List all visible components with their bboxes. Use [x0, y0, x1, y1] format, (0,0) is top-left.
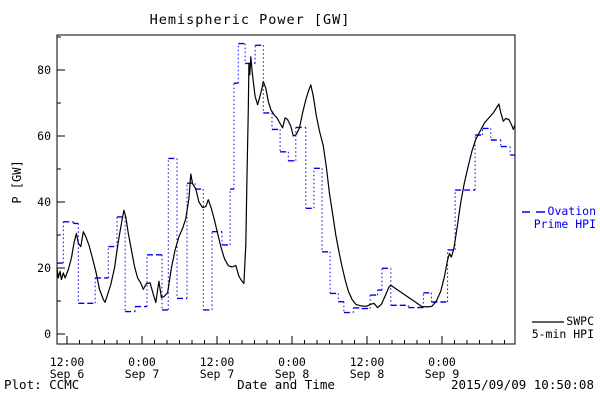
x-tick-date: Sep 7 — [200, 367, 235, 381]
x-tick-time: 0:00 — [278, 355, 306, 369]
y-tick-label: 20 — [37, 261, 51, 275]
x-tick-date: Sep 9 — [425, 367, 460, 381]
plot-frame — [56, 34, 516, 345]
legend-swpc: SWPC 5-min HPI — [490, 315, 594, 341]
x-tick-time: 0:00 — [128, 355, 156, 369]
x-tick-time: 12:00 — [350, 355, 385, 369]
x-axis-label: Date and Time — [237, 377, 335, 392]
legend-swpc-label1: SWPC — [566, 314, 594, 328]
y-tick-label: 0 — [44, 327, 51, 341]
y-tick-label: 80 — [37, 63, 51, 77]
x-tick-date: Sep 6 — [50, 367, 85, 381]
swpc-hpi-line — [56, 56, 516, 309]
legend-ovation-label1: Ovation — [547, 204, 596, 218]
legend-ovation-line1: Ovation — [498, 205, 596, 218]
x-tick-time: 12:00 — [50, 355, 85, 369]
ovation-prime-steps-risers — [62, 43, 511, 313]
chart-title: Hemispheric Power [GW] — [149, 12, 351, 28]
x-tick-time: 0:00 — [428, 355, 456, 369]
legend-swpc-label2: 5-min HPI — [531, 327, 594, 341]
x-tick-date: Sep 8 — [275, 367, 310, 381]
plot-credit: Plot: CCMC — [4, 377, 80, 392]
dashed-line-icon — [521, 210, 545, 213]
y-tick-label: 40 — [37, 195, 51, 209]
ovation-prime-steps — [57, 42, 516, 314]
plot-timestamp: 2015/09/09 10:50:08 — [451, 377, 594, 392]
solid-line-icon — [532, 320, 565, 323]
x-tick-date: Sep 8 — [350, 367, 385, 381]
legend-ovation: Ovation Prime HPI — [498, 205, 596, 231]
x-tick-date: Sep 7 — [125, 367, 160, 381]
x-tick-time: 12:00 — [200, 355, 235, 369]
legend-swpc-line1: SWPC — [490, 315, 594, 328]
y-tick-label: 60 — [37, 129, 51, 143]
legend-ovation-label2: Prime HPI — [533, 217, 596, 231]
